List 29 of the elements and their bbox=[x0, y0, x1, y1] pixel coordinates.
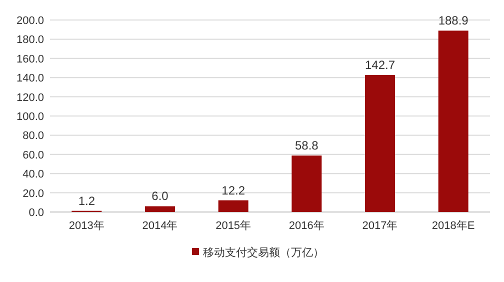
y-tick-label: 200.0 bbox=[16, 15, 44, 27]
y-tick-label: 120.0 bbox=[16, 92, 44, 104]
y-tick-label: 60.0 bbox=[22, 149, 44, 162]
y-tick-label: 140.0 bbox=[16, 72, 44, 85]
x-tick-label: 2016年 bbox=[288, 220, 324, 232]
x-tick-label: 2015年 bbox=[216, 220, 252, 232]
legend-label: 移动支付交易额（万亿） bbox=[203, 246, 324, 259]
x-tick-label: 2017年 bbox=[362, 220, 398, 232]
y-tick-label: 20.0 bbox=[22, 188, 44, 200]
bar bbox=[292, 156, 322, 212]
y-tick-label: 80.0 bbox=[22, 130, 44, 142]
data-label: 58.8 bbox=[294, 138, 319, 153]
bar bbox=[145, 206, 175, 212]
y-tick-label: 180.0 bbox=[16, 34, 44, 46]
bar bbox=[438, 30, 468, 212]
data-label: 6.0 bbox=[152, 189, 169, 204]
y-tick-label: 40.0 bbox=[22, 168, 44, 181]
y-tick-label: 100.0 bbox=[16, 111, 44, 123]
y-tick-label: 0.0 bbox=[28, 207, 44, 219]
data-label: 1.2 bbox=[78, 194, 96, 208]
y-tick-label: 160.0 bbox=[16, 53, 44, 66]
data-label: 142.7 bbox=[364, 58, 396, 72]
x-tick-label: 2013年 bbox=[68, 220, 104, 232]
x-tick-label: 2014年 bbox=[142, 220, 178, 232]
data-label: 188.9 bbox=[438, 14, 469, 28]
bar bbox=[218, 200, 248, 212]
data-label: 12.2 bbox=[222, 183, 246, 198]
bar bbox=[365, 75, 395, 212]
x-tick-label: 2018年E bbox=[432, 220, 475, 232]
